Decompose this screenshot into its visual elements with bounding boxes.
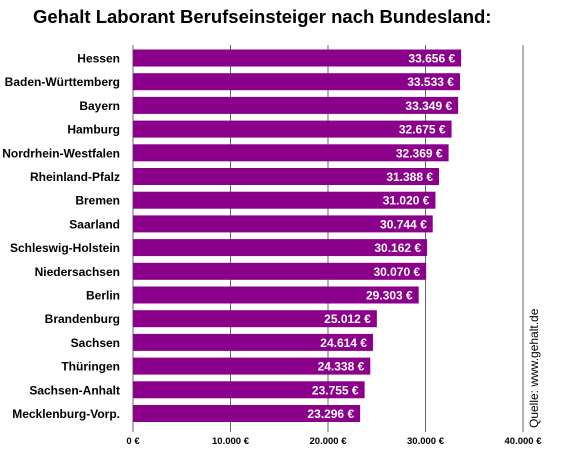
bar-value-label: 24.338 € — [318, 360, 365, 374]
bar — [133, 262, 427, 280]
category-labels: Hessen Baden-Württemberg Bayern Hamburg Nord… — [2, 52, 120, 422]
bar-value-label: 33.349 € — [405, 99, 452, 113]
bar — [133, 286, 419, 304]
category-label: Bremen — [75, 194, 120, 208]
bar — [133, 239, 428, 257]
source-note: Quelle: www.gehalt.de — [527, 308, 541, 428]
category-label: Bayern — [79, 99, 120, 113]
category-label: Schleswig-Holstein — [10, 241, 120, 255]
bar-value-label: 23.755 € — [312, 383, 359, 397]
bar — [133, 144, 449, 162]
bar — [133, 357, 371, 375]
bar-value-label: 31.388 € — [386, 170, 433, 184]
category-label: Niedersachsen — [35, 265, 120, 279]
x-tick-label: 10.000 € — [212, 436, 250, 447]
bar — [133, 405, 361, 422]
category-label: Mecklenburg-Vorp. — [12, 407, 120, 421]
bar-value-label: 29.303 € — [366, 289, 413, 303]
x-tick-label: 30.000 € — [407, 436, 445, 447]
category-label: Rheinland-Pfalz — [30, 170, 120, 184]
category-label: Brandenburg — [45, 312, 120, 326]
category-label: Hessen — [77, 52, 120, 66]
bar-value-label: 30.744 € — [380, 217, 427, 231]
bar — [133, 191, 436, 209]
chart-title: Gehalt Laborant Berufseinsteiger nach Bu… — [33, 6, 492, 27]
category-label: Sachsen — [71, 336, 120, 350]
category-label: Nordrhein-Westfalen — [2, 146, 120, 160]
bar-value-label: 33.533 € — [407, 75, 454, 89]
bar — [133, 73, 460, 91]
bar-value-label: 33.656 € — [408, 52, 455, 66]
bar-value-label: 31.020 € — [383, 194, 430, 208]
bar — [133, 120, 452, 138]
x-tick-label: 0 € — [126, 436, 140, 447]
category-label: Berlin — [86, 289, 120, 303]
bar — [133, 310, 377, 328]
bar — [133, 49, 462, 67]
bar-value-label: 30.162 € — [374, 241, 421, 255]
bar-value-label: 32.675 € — [399, 123, 446, 137]
category-label: Sachsen-Anhalt — [29, 383, 120, 397]
bar — [133, 168, 440, 185]
bar-value-label: 25.012 € — [324, 312, 371, 326]
bar — [133, 333, 373, 351]
bar — [133, 381, 365, 399]
category-label: Thüringen — [61, 360, 120, 374]
category-label: Hamburg — [67, 123, 120, 137]
x-tick-label: 20.000 € — [310, 436, 348, 447]
bar-value-label: 23.296 € — [307, 407, 354, 421]
bar-value-label: 24.614 € — [320, 336, 367, 350]
category-label: Baden-Württemberg — [5, 75, 120, 89]
bar — [133, 215, 433, 233]
bars: 33.656 € 33.533 € 33.349 € 32.675 € 32.369 €… — [133, 49, 462, 422]
bar — [133, 96, 459, 114]
bar-value-label: 30.070 € — [373, 265, 420, 279]
bar-value-label: 32.369 € — [396, 146, 443, 160]
x-tick-label: 40.000 € — [505, 436, 543, 447]
category-label: Saarland — [69, 217, 120, 231]
x-tick-labels: 0 € 10.000 € 20.000 € 30.000 € 40.000 € — [126, 436, 542, 447]
